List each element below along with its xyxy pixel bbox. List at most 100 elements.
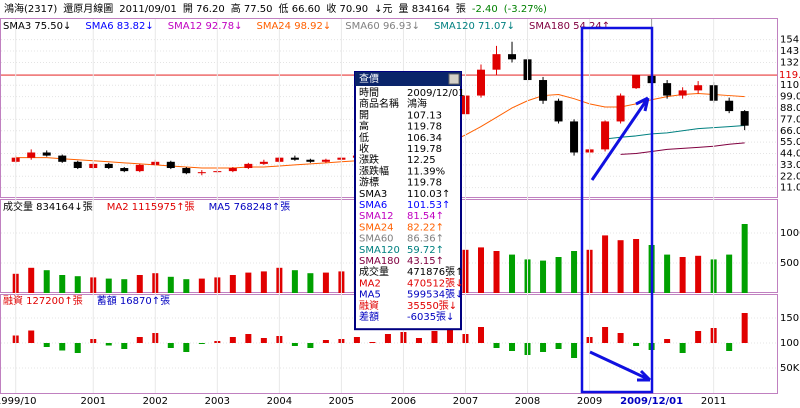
bar xyxy=(307,343,314,348)
legend-item: SMA6 83.82↓ xyxy=(85,21,153,32)
candle-body xyxy=(740,111,749,126)
info-label: 時間 xyxy=(359,87,379,99)
info-label: 收 xyxy=(359,142,369,155)
bar xyxy=(679,343,686,353)
bar xyxy=(307,273,314,293)
header-text: 量 834164 xyxy=(399,3,450,15)
bar xyxy=(167,276,174,293)
bar xyxy=(571,343,578,358)
bar xyxy=(741,313,748,343)
candle-body xyxy=(27,152,36,158)
candle-body xyxy=(321,159,330,162)
bar xyxy=(478,327,484,343)
info-value: 鴻海 xyxy=(407,97,427,110)
y-tick-label: 11.0 xyxy=(780,183,800,194)
candle-body xyxy=(120,168,129,172)
info-value: 12.25 xyxy=(407,155,436,166)
moving-average-line xyxy=(605,125,745,140)
info-label: 差額 xyxy=(359,310,379,323)
info-value: 107.13 xyxy=(407,110,442,121)
info-value: 81.54↑ xyxy=(407,211,444,222)
info-value: 471876張↑ xyxy=(407,266,464,278)
bar xyxy=(245,334,252,343)
candle-body xyxy=(570,121,579,153)
x-tick-label: 2008 xyxy=(515,396,540,407)
info-value: 11.39% xyxy=(407,166,445,177)
info-value: 2009/12/01 xyxy=(407,88,465,99)
info-label: 開 xyxy=(359,109,369,121)
bar xyxy=(74,276,81,293)
candle-body xyxy=(58,155,67,162)
bar xyxy=(198,343,205,344)
info-title: 查價 xyxy=(359,72,379,85)
close-button[interactable] xyxy=(448,73,460,85)
bar xyxy=(183,279,190,293)
bar xyxy=(384,334,391,343)
y-tick-label: 99.0 xyxy=(780,92,800,103)
candle-body xyxy=(554,100,563,122)
header-text: ↓元 xyxy=(374,4,392,15)
info-value: 35550張↓ xyxy=(407,300,457,312)
bar xyxy=(43,343,50,347)
bar xyxy=(415,338,422,343)
y-tick-label: 100K xyxy=(780,338,800,349)
y-tick-label: 132. xyxy=(780,57,800,68)
x-tick-label: 2003 xyxy=(205,396,230,407)
info-label: SMA6 xyxy=(359,200,387,211)
bar xyxy=(726,343,733,351)
x-tick-label: 2006 xyxy=(391,396,416,407)
bar xyxy=(121,279,128,293)
info-value: -6035張↓ xyxy=(407,311,454,323)
candle-body xyxy=(197,172,206,174)
header-text: 高 77.50 xyxy=(231,2,273,15)
bar xyxy=(617,240,624,293)
x-tick-label: 2001 xyxy=(81,396,106,407)
trend-arrow xyxy=(589,350,652,382)
bar xyxy=(446,329,453,343)
info-value: 101.53↑ xyxy=(407,200,450,211)
bar xyxy=(198,278,205,293)
bar xyxy=(509,254,516,293)
y-tick-label: 50K xyxy=(780,363,800,374)
candle-body xyxy=(104,163,113,169)
y-tick-label: 66.0 xyxy=(780,126,800,137)
header-text: 2011/09/01 xyxy=(119,4,177,15)
bar xyxy=(245,272,252,293)
moving-average-line xyxy=(620,142,745,155)
candle-body xyxy=(166,161,175,169)
header-text: -2.40 xyxy=(472,4,498,15)
candle-body xyxy=(228,168,237,172)
info-label: SMA60 xyxy=(359,234,394,245)
bar xyxy=(741,224,748,293)
bar xyxy=(617,333,624,343)
info-label: MA5 xyxy=(359,290,381,301)
legend-item: SMA120 71.07↓ xyxy=(434,21,515,32)
candle-body xyxy=(508,54,517,60)
bar xyxy=(291,270,298,293)
x-tick-label: 2002 xyxy=(143,396,168,407)
bar xyxy=(695,255,702,293)
candle-body xyxy=(632,75,641,89)
bar xyxy=(59,275,66,293)
info-label: 漲跌 xyxy=(359,153,379,166)
y-tick-label: 1000 xyxy=(780,228,800,239)
plot: 154.143.132. 110.99.088.077.066.055.044.0… xyxy=(0,19,800,407)
info-value: 119.78 xyxy=(407,144,442,155)
bar xyxy=(555,257,562,293)
header-text: 低 66.60 xyxy=(279,2,321,15)
y-tick-label: 22.0 xyxy=(780,171,800,182)
candle-body xyxy=(725,100,734,112)
info-value: 599534張↓ xyxy=(407,289,464,301)
candle-body xyxy=(601,121,610,150)
bar xyxy=(353,337,360,343)
info-box xyxy=(354,71,462,331)
y-tick-label: 154. xyxy=(780,35,800,46)
header-text: (-3.27%) xyxy=(504,4,547,15)
bar xyxy=(291,343,298,346)
header-text: 收 70.90 xyxy=(326,2,368,15)
bar xyxy=(322,340,329,343)
bar xyxy=(229,275,236,293)
candle-body xyxy=(135,164,144,172)
y-tick-label: 143. xyxy=(780,46,800,57)
